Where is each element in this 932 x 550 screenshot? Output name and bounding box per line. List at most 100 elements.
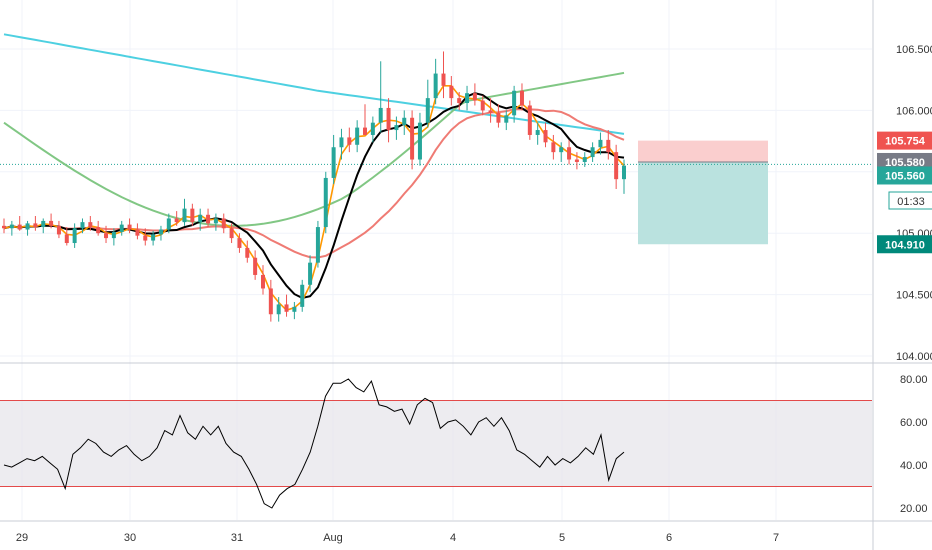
candle-body — [17, 224, 22, 230]
candle-body — [512, 90, 517, 116]
candle-body — [465, 93, 470, 104]
candle-body — [519, 90, 524, 106]
candlestick-series — [2, 51, 626, 322]
candle-body — [488, 110, 493, 113]
candle-body — [49, 220, 54, 226]
candle-body — [598, 139, 603, 148]
candle-body — [158, 229, 163, 235]
candle-body — [535, 130, 540, 135]
ma-cyan-line — [3, 33, 625, 135]
candle-body — [355, 127, 360, 145]
candle-body — [582, 157, 587, 162]
time-tick-label: 30 — [124, 532, 136, 544]
rsi-tick-label: 80.00 — [900, 374, 928, 386]
candle-body — [480, 100, 485, 111]
candle-body — [606, 139, 611, 153]
candle-body — [88, 222, 93, 228]
time-tick-label: 6 — [666, 532, 672, 544]
price-tick-label: 106.000 — [896, 105, 932, 117]
candle-body — [551, 142, 556, 153]
candle-body — [143, 235, 148, 241]
stop-loss-zone — [638, 140, 768, 162]
candle-body — [64, 234, 69, 244]
candle-body — [417, 122, 422, 160]
rsi-tick-label: 60.00 — [900, 417, 928, 429]
candle-body — [72, 228, 77, 244]
time-tick-label: 4 — [450, 532, 456, 544]
candle-body — [104, 233, 109, 239]
candle-body — [449, 85, 454, 99]
candle-body — [268, 288, 273, 315]
candle-body — [323, 177, 328, 228]
candle-body — [622, 165, 626, 180]
candle-body — [543, 130, 548, 143]
ma-black-line — [3, 92, 625, 299]
price-axis: 104.000104.500105.000106.000106.50020.00… — [896, 44, 932, 515]
take-profit-zone — [638, 161, 768, 245]
candle-body — [237, 238, 242, 248]
candle-body — [221, 218, 226, 229]
candle-body — [527, 105, 532, 135]
candle-body — [206, 214, 211, 224]
candle-body — [198, 214, 203, 223]
candle-body — [559, 147, 564, 153]
candle-body — [253, 257, 258, 275]
candle-body — [504, 115, 509, 123]
candle-body — [331, 147, 336, 178]
ma-green-line — [3, 71, 625, 227]
rsi-indicator — [0, 378, 872, 509]
entry-price-tag: 105.580 — [885, 157, 925, 169]
candle-body — [174, 218, 179, 223]
candle-body — [111, 231, 116, 239]
candle-body — [370, 122, 375, 135]
candle-body — [2, 225, 6, 229]
candle-body — [96, 227, 101, 234]
countdown-tag: 01:33 — [897, 196, 925, 208]
candle-body — [378, 107, 383, 123]
candle-body — [182, 208, 187, 223]
price-tick-label: 104.000 — [896, 351, 932, 363]
price-tick-label: 104.500 — [896, 290, 932, 302]
candle-body — [56, 225, 61, 235]
candle-body — [119, 224, 124, 232]
candle-body — [425, 98, 430, 123]
candle-body — [410, 117, 415, 160]
candle-body — [229, 228, 234, 239]
candle-body — [127, 224, 132, 230]
rsi-line — [3, 378, 625, 509]
candle-body — [457, 98, 462, 104]
ma-red-line — [3, 108, 625, 259]
candle-body — [276, 304, 281, 315]
candle-body — [441, 73, 446, 86]
candle-body — [363, 127, 368, 135]
candle-body — [433, 73, 438, 99]
candle-body — [496, 112, 501, 123]
stop-price-tag: 105.754 — [885, 136, 926, 148]
candle-body — [315, 227, 320, 263]
position-tool[interactable] — [0, 140, 872, 245]
price-tick-label: 106.500 — [896, 44, 932, 56]
time-tick-label: 7 — [773, 532, 779, 544]
time-tick-label: 31 — [231, 532, 243, 544]
time-tick-label: 29 — [16, 532, 28, 544]
candle-body — [339, 137, 344, 148]
candle-body — [567, 147, 572, 160]
candle-body — [9, 224, 14, 229]
candle-body — [292, 306, 297, 312]
target-price-tag-bg — [877, 235, 932, 254]
candle-body — [394, 125, 399, 131]
candle-body — [151, 234, 156, 241]
time-axis: 29 30 31 Aug 4 5 6 7 — [16, 532, 779, 544]
candle-body — [300, 284, 305, 307]
stop-price-tag-bg — [877, 131, 932, 150]
target-price-tag: 104.910 — [885, 239, 925, 251]
candle-body — [213, 218, 218, 224]
candle-body — [33, 223, 38, 228]
time-tick-label: 5 — [559, 532, 565, 544]
candle-body — [386, 107, 391, 131]
candle-body — [166, 218, 171, 230]
candle-body — [25, 223, 30, 230]
candle-body — [260, 274, 265, 289]
